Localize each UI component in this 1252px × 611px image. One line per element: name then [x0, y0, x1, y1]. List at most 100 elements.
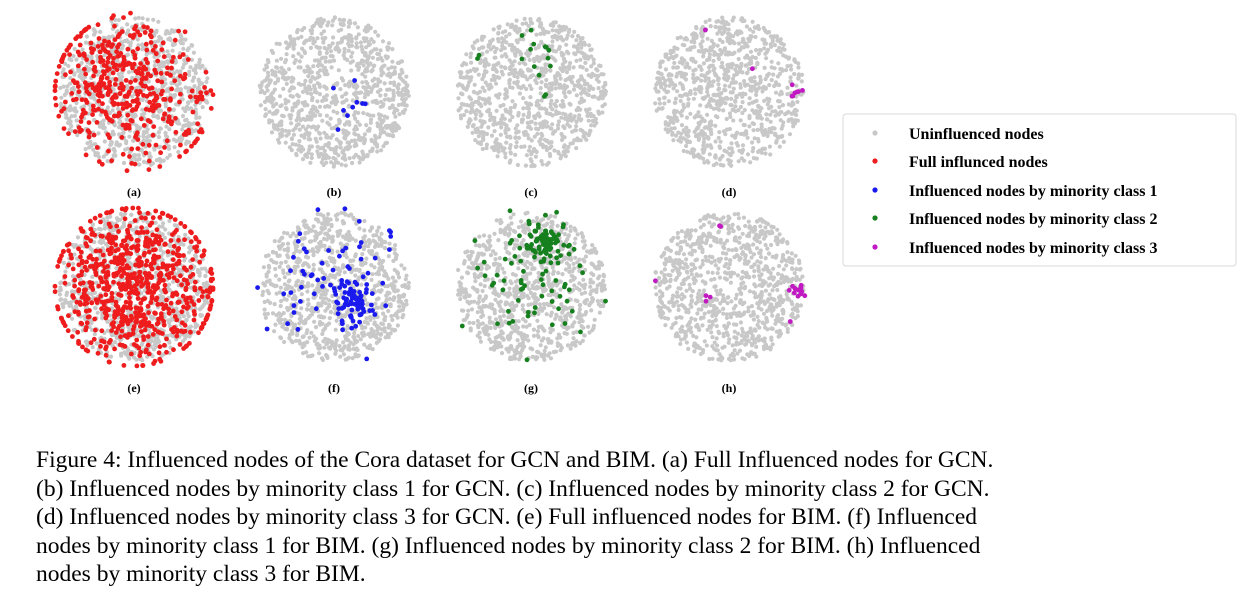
uninfluenced-node — [701, 96, 706, 101]
uninfluenced-node — [140, 16, 145, 21]
uninfluenced-node — [318, 68, 323, 73]
uninfluenced-node — [745, 44, 750, 49]
influenced-node — [83, 152, 89, 158]
uninfluenced-node — [137, 333, 142, 339]
uninfluenced-node — [496, 31, 501, 36]
uninfluenced-node — [724, 95, 729, 100]
uninfluenced-node — [171, 279, 176, 284]
uninfluenced-node — [521, 106, 526, 111]
uninfluenced-node — [488, 47, 493, 52]
uninfluenced-node — [703, 125, 709, 130]
influenced-node — [167, 106, 172, 112]
uninfluenced-node — [729, 96, 734, 101]
uninfluenced-node — [302, 50, 308, 56]
uninfluenced-node — [705, 36, 710, 41]
uninfluenced-node — [181, 46, 186, 51]
influenced-node — [115, 33, 121, 39]
uninfluenced-node — [335, 110, 340, 115]
uninfluenced-node — [322, 45, 327, 51]
uninfluenced-node — [766, 47, 771, 52]
uninfluenced-node — [71, 328, 76, 333]
uninfluenced-node — [105, 159, 110, 164]
uninfluenced-node — [516, 129, 521, 134]
uninfluenced-node — [559, 67, 564, 72]
uninfluenced-node — [508, 65, 513, 70]
uninfluenced-node — [683, 77, 689, 82]
influenced-node — [111, 113, 117, 119]
uninfluenced-node — [342, 46, 347, 52]
uninfluenced-node — [59, 101, 64, 106]
uninfluenced-node — [741, 45, 747, 50]
influenced-node — [789, 82, 795, 88]
uninfluenced-node — [465, 83, 471, 88]
uninfluenced-node — [194, 115, 199, 120]
uninfluenced-node — [324, 68, 329, 73]
uninfluenced-node — [328, 49, 334, 54]
uninfluenced-node — [521, 96, 526, 101]
uninfluenced-node — [504, 34, 509, 39]
influenced-node — [519, 33, 525, 38]
uninfluenced-node — [521, 112, 526, 117]
uninfluenced-node — [492, 118, 497, 123]
uninfluenced-node — [165, 49, 170, 54]
uninfluenced-node — [795, 118, 800, 123]
uninfluenced-node — [262, 99, 268, 104]
uninfluenced-node — [359, 44, 364, 49]
influenced-node — [142, 30, 148, 35]
uninfluenced-node — [751, 128, 756, 133]
uninfluenced-node — [526, 136, 531, 141]
influenced-node — [53, 102, 59, 108]
influenced-node — [173, 129, 179, 135]
uninfluenced-node — [330, 23, 335, 28]
uninfluenced-node — [89, 143, 94, 148]
uninfluenced-node — [98, 227, 103, 232]
influenced-node — [193, 94, 199, 100]
uninfluenced-node — [678, 139, 684, 144]
uninfluenced-node — [571, 65, 576, 70]
uninfluenced-node — [762, 65, 767, 70]
uninfluenced-node — [469, 109, 474, 115]
uninfluenced-node — [404, 103, 409, 108]
uninfluenced-node — [85, 343, 90, 348]
uninfluenced-node — [187, 69, 192, 74]
uninfluenced-node — [663, 52, 668, 57]
influenced-node — [83, 85, 89, 91]
influenced-node — [98, 59, 103, 65]
uninfluenced-node — [528, 157, 533, 162]
influenced-node — [107, 135, 112, 141]
uninfluenced-node — [531, 162, 536, 168]
influenced-node — [119, 135, 125, 140]
uninfluenced-node — [552, 102, 557, 107]
uninfluenced-node — [189, 57, 194, 63]
influenced-node — [143, 41, 149, 47]
uninfluenced-node — [785, 64, 790, 69]
uninfluenced-node — [323, 59, 328, 64]
uninfluenced-node — [710, 98, 715, 103]
uninfluenced-node — [162, 63, 167, 68]
uninfluenced-node — [654, 108, 659, 113]
influenced-node — [99, 108, 105, 114]
uninfluenced-node — [673, 96, 679, 101]
uninfluenced-node — [685, 47, 690, 52]
uninfluenced-node — [559, 153, 564, 158]
influenced-node — [82, 80, 88, 86]
uninfluenced-node — [720, 60, 725, 65]
uninfluenced-node — [365, 153, 370, 158]
uninfluenced-node — [567, 64, 572, 69]
uninfluenced-node — [332, 98, 337, 103]
uninfluenced-node — [777, 92, 783, 97]
uninfluenced-node — [390, 47, 395, 52]
influenced-node — [95, 22, 101, 28]
uninfluenced-node — [728, 102, 733, 108]
uninfluenced-node — [731, 86, 736, 91]
uninfluenced-node — [747, 124, 752, 129]
uninfluenced-node — [740, 100, 745, 105]
uninfluenced-node — [197, 115, 202, 120]
uninfluenced-node — [459, 101, 464, 107]
uninfluenced-node — [187, 72, 192, 78]
influenced-node — [164, 138, 170, 144]
uninfluenced-node — [674, 74, 679, 79]
influenced-node — [199, 129, 205, 135]
uninfluenced-node — [552, 148, 557, 153]
uninfluenced-node — [566, 90, 572, 95]
